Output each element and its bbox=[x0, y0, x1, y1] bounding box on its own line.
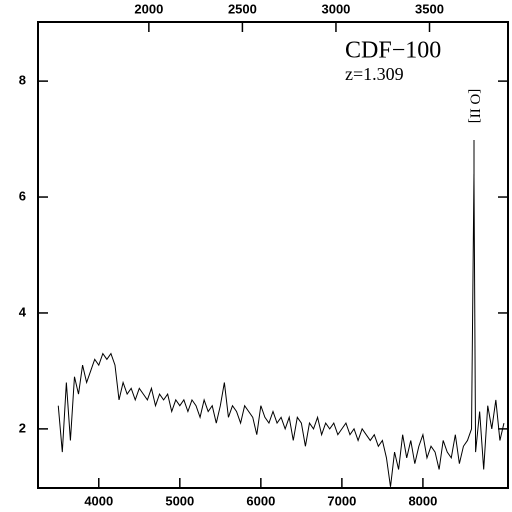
chart-subtitle: z=1.309 bbox=[345, 64, 404, 84]
x2-tick-label: 2000 bbox=[134, 1, 163, 16]
x2-tick-label: 3500 bbox=[415, 1, 444, 16]
line-annotation: [O II] bbox=[467, 89, 483, 124]
x-tick-label: 6000 bbox=[246, 493, 275, 508]
y-tick-label: 2 bbox=[19, 420, 26, 435]
plot-frame bbox=[37, 21, 509, 489]
chart-title: CDF−100 bbox=[345, 38, 441, 64]
spectrum-line bbox=[57, 173, 505, 487]
y-tick-label: 8 bbox=[19, 73, 26, 88]
x-tick-label: 8000 bbox=[408, 493, 437, 508]
x2-tick-label: 2500 bbox=[228, 1, 257, 16]
x-tick-label: 7000 bbox=[327, 493, 356, 508]
x2-tick-label: 3000 bbox=[321, 1, 350, 16]
x-tick-label: 4000 bbox=[84, 493, 113, 508]
y-tick-label: 4 bbox=[19, 304, 27, 319]
x-tick-label: 5000 bbox=[165, 493, 194, 508]
y-tick-label: 6 bbox=[19, 188, 26, 203]
